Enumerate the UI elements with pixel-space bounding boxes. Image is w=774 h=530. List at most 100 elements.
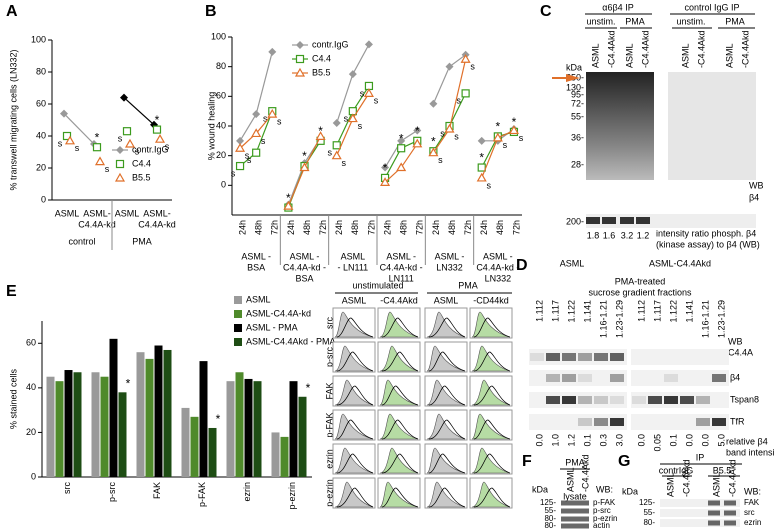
band xyxy=(620,217,634,224)
histogram xyxy=(379,345,419,372)
panel-label: G xyxy=(618,453,630,470)
point-label: * xyxy=(512,115,517,129)
band xyxy=(546,396,560,404)
point-label: s xyxy=(105,164,110,174)
bar xyxy=(226,381,235,477)
cell-line: ASML xyxy=(560,258,585,268)
x-tick-label: 48h xyxy=(302,220,312,235)
treatment: sucrose gradient fractions xyxy=(588,287,692,297)
kda-marker: 130- xyxy=(566,82,584,92)
histogram xyxy=(381,317,419,338)
kda-marker: 95- xyxy=(571,89,584,99)
point-label: s xyxy=(358,121,363,131)
point-label: s xyxy=(360,88,365,98)
group-label: ASML - xyxy=(386,251,416,261)
ratio: 3.2 xyxy=(621,230,634,240)
band xyxy=(708,510,720,516)
fraction-label: 1.16-1.21 xyxy=(700,300,710,338)
gel xyxy=(586,72,654,180)
band xyxy=(610,396,624,404)
y-tick-label: 20 xyxy=(36,162,46,172)
legend-label: B5.5 xyxy=(312,67,331,77)
histogram xyxy=(381,487,419,508)
point xyxy=(122,127,132,136)
histogram xyxy=(428,453,466,474)
treatment: PMA xyxy=(565,457,585,467)
x-tick-label: ezrin xyxy=(242,482,252,502)
histogram xyxy=(473,419,511,440)
histogram xyxy=(426,311,466,338)
panel-label: D xyxy=(516,257,528,274)
point xyxy=(152,125,162,134)
point xyxy=(295,54,305,64)
band xyxy=(632,396,646,404)
band xyxy=(712,374,726,382)
intensity: 1.0 xyxy=(550,434,560,447)
x-tick-label: 72h xyxy=(463,220,473,235)
y-tick-label: 40 xyxy=(36,130,46,140)
lane-label: ASML xyxy=(665,472,675,497)
point xyxy=(94,156,106,166)
bar-label: * xyxy=(216,412,221,426)
point-label: s xyxy=(58,138,63,148)
legend-swatch xyxy=(234,310,242,318)
point xyxy=(60,109,68,118)
point xyxy=(92,143,102,152)
group-label: LN332 xyxy=(436,262,463,272)
legend-swatch xyxy=(234,324,242,332)
column-label: ASML xyxy=(342,295,367,305)
point-label: s xyxy=(247,155,252,165)
fraction-label: 1.122 xyxy=(668,300,678,323)
blot-label: ezrin xyxy=(744,518,761,527)
point-label: * xyxy=(318,124,323,138)
series-line xyxy=(123,97,155,126)
band xyxy=(708,520,720,526)
lane-label: -C4.4Akd xyxy=(696,30,706,68)
legend-label: ASML - PMA xyxy=(246,322,298,332)
x-tick-label: 24h xyxy=(237,220,247,235)
fraction-label: 1.117 xyxy=(652,300,662,322)
y-tick-label: 60 xyxy=(26,338,36,348)
group-label: LN111 xyxy=(389,273,414,283)
panel-label: F xyxy=(522,453,532,470)
series-line xyxy=(63,113,95,145)
ip-header: α6β4 IP xyxy=(602,2,633,12)
x-tick-label: 48h xyxy=(254,220,264,235)
group-label: ASML - xyxy=(290,251,320,261)
row-label: p-ezrin xyxy=(324,479,334,507)
lane-label: -C4.4Akd xyxy=(681,459,691,497)
point xyxy=(154,133,166,143)
x-tick-label: 48h xyxy=(399,220,409,235)
x-tick-label: 24h xyxy=(479,220,489,235)
x-tick-label: 72h xyxy=(270,220,280,235)
point-label: s xyxy=(438,155,443,165)
x-tick-label: ASML xyxy=(115,208,140,218)
point xyxy=(268,47,277,56)
point-label: * xyxy=(286,191,291,205)
x-tick-label: p-FAK xyxy=(197,482,207,507)
bar xyxy=(64,370,73,477)
band xyxy=(586,217,600,224)
intensity: 0.0 xyxy=(636,434,646,447)
blot-strip xyxy=(631,414,729,430)
point xyxy=(267,108,278,118)
y-tick-label: 0 xyxy=(41,194,46,204)
intensity: 3.0 xyxy=(614,434,624,447)
point xyxy=(294,67,306,77)
wb-label: WB: xyxy=(596,484,613,494)
intensity-label: band intensity xyxy=(726,447,774,457)
bar xyxy=(208,427,217,477)
x-tick-label: 72h xyxy=(318,220,328,235)
histogram xyxy=(336,385,374,406)
group-label: - LN111 xyxy=(337,262,368,272)
band xyxy=(708,500,720,506)
x-tick-label: 48h xyxy=(447,220,457,235)
band xyxy=(610,418,624,426)
ip-label: IP xyxy=(696,452,705,462)
histogram xyxy=(471,379,511,406)
x-tick-label: C4.4A-kd xyxy=(78,219,116,229)
point-label: s xyxy=(231,168,236,178)
histogram xyxy=(379,379,419,406)
histogram xyxy=(381,419,419,440)
histogram xyxy=(334,481,374,508)
